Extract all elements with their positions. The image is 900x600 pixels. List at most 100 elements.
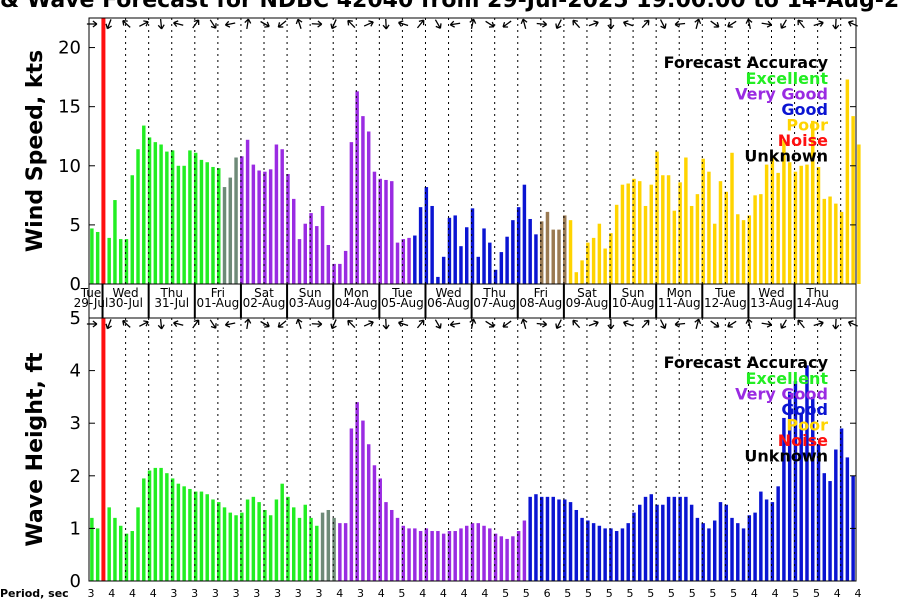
bar	[597, 223, 602, 284]
bar	[182, 486, 186, 581]
bar	[251, 496, 256, 581]
direction-arrow	[607, 19, 615, 30]
direction-arrow	[674, 20, 686, 28]
bar	[689, 504, 694, 581]
bar	[828, 196, 832, 284]
direction-arrow	[780, 319, 787, 329]
direction-arrow	[311, 20, 323, 28]
day-name: Tue	[714, 286, 736, 300]
bar	[834, 449, 838, 581]
period-value: 4	[419, 587, 426, 600]
direction-arrow	[382, 318, 390, 330]
direction-arrow	[536, 320, 548, 328]
bar	[453, 215, 457, 284]
period-value: 4	[772, 587, 779, 600]
bar	[563, 215, 567, 284]
period-value: 4	[150, 587, 157, 600]
direction-arrow	[192, 319, 200, 329]
period-value: 3	[88, 587, 95, 600]
bar	[857, 144, 861, 284]
bar	[257, 502, 261, 581]
bar	[418, 207, 423, 284]
bar	[759, 194, 763, 284]
y-tick-label: 3	[70, 413, 81, 434]
direction-arrow	[847, 20, 858, 27]
day-date: 03-Aug	[289, 296, 332, 310]
bar	[268, 515, 273, 581]
direction-arrow	[398, 20, 409, 27]
bar	[488, 528, 492, 581]
period-value: 3	[316, 587, 323, 600]
day-date: 05-Aug	[381, 296, 424, 310]
day-date: 10-Aug	[612, 296, 655, 310]
bar	[539, 496, 544, 581]
bar	[147, 470, 152, 581]
direction-arrow	[659, 19, 667, 30]
direction-arrow	[157, 318, 165, 330]
direction-arrow	[139, 20, 149, 27]
period-value: 4	[461, 587, 468, 600]
direction-arrow	[694, 18, 702, 29]
direction-arrow	[502, 20, 512, 28]
y-tick-label: 2	[70, 466, 81, 487]
chart-title: & Wave Forecast for NDBC 42040 from 29-J…	[0, 0, 900, 13]
direction-arrow	[847, 320, 858, 327]
bar	[551, 496, 555, 581]
bar	[401, 239, 406, 284]
bar	[297, 517, 302, 581]
direction-arrow	[105, 19, 112, 30]
direction-arrow	[244, 18, 252, 30]
bar	[107, 237, 111, 284]
bar	[822, 473, 827, 581]
direction-arrow	[710, 320, 720, 328]
day-name: Mon	[667, 286, 692, 300]
period-value: 3	[212, 587, 219, 600]
bar	[303, 223, 307, 284]
period-value: 5	[689, 587, 696, 600]
bar	[643, 496, 648, 581]
bar	[217, 502, 221, 581]
direction-arrow	[485, 320, 495, 328]
bar	[684, 496, 688, 581]
period-value: 4	[855, 587, 862, 600]
bar	[811, 120, 815, 284]
y-tick-label: 5	[70, 215, 81, 236]
day-name: Tue	[391, 286, 413, 300]
bar	[620, 184, 625, 284]
bar	[522, 184, 527, 284]
bar	[441, 533, 446, 581]
direction-arrow	[173, 20, 184, 28]
direction-arrow	[572, 319, 581, 329]
bar	[222, 187, 227, 284]
y-axis-label: Wind Speed, kts	[23, 50, 48, 252]
direction-arrow	[260, 20, 270, 28]
wave-height-panel: 0 1 2 3 4 5 Wave Height, ft Forecast AccuracyEx…	[23, 308, 858, 592]
direction-arrow	[813, 20, 824, 27]
bar	[366, 131, 371, 284]
day-date: 06-Aug	[427, 296, 470, 310]
bar	[361, 420, 365, 581]
bar	[488, 242, 492, 284]
legend-entry: Poor	[786, 116, 828, 135]
bar	[730, 517, 734, 581]
bar	[413, 235, 417, 284]
bar	[534, 234, 538, 284]
y-tick-label: 5	[70, 308, 81, 329]
bar	[436, 531, 440, 581]
day-date: 14-Aug	[796, 296, 839, 310]
bar	[343, 250, 348, 284]
day-date: 04-Aug	[335, 296, 378, 310]
day-date: 02-Aug	[243, 296, 286, 310]
bar	[228, 177, 233, 284]
bar	[240, 156, 244, 284]
bar	[712, 223, 717, 284]
period-value: 5	[398, 587, 405, 600]
bar	[574, 272, 579, 284]
day-name: Fri	[211, 286, 225, 300]
day-date: 31-Jul	[154, 296, 189, 310]
bar	[315, 525, 319, 581]
bar	[684, 157, 688, 284]
legend-entry: Very Good	[735, 385, 828, 404]
bar	[378, 478, 382, 581]
bar	[718, 181, 723, 284]
